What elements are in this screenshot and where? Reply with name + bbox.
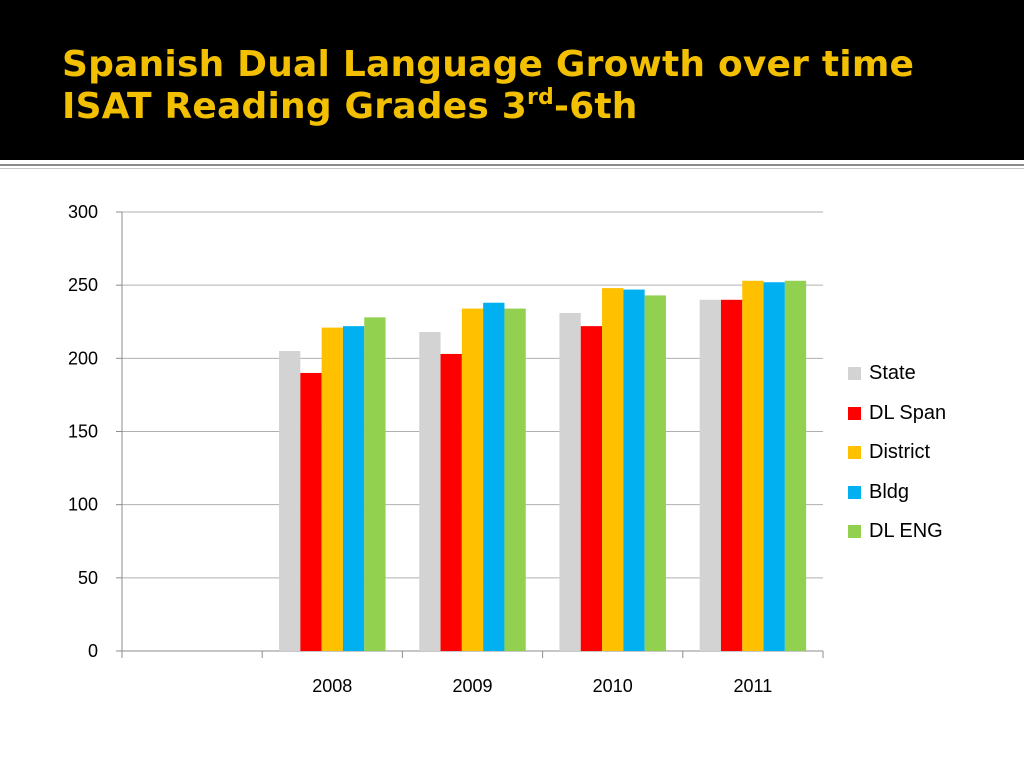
legend-label: DL Span bbox=[869, 401, 947, 424]
legend-label: DL ENG bbox=[869, 520, 943, 543]
bar-dl-span bbox=[440, 353, 462, 651]
legend-swatch bbox=[848, 446, 861, 460]
bar-district bbox=[602, 288, 624, 651]
x-tick-label: 2008 bbox=[312, 676, 352, 696]
title-line-2-suffix: -6th bbox=[553, 86, 638, 127]
bar-state bbox=[559, 312, 581, 651]
title-band: Spanish Dual Language Growth over time I… bbox=[0, 0, 1024, 160]
bar-district bbox=[461, 308, 484, 651]
y-tick-label: 0 bbox=[88, 641, 98, 661]
chart-legend: State DL Span District Bldg DL ENG bbox=[848, 354, 946, 552]
title-line-2-prefix: ISAT Reading Grades 3 bbox=[62, 86, 527, 127]
bar-district bbox=[742, 280, 764, 651]
legend-label: Bldg bbox=[869, 480, 910, 503]
bar-bldg bbox=[763, 282, 785, 651]
bar-dl-span bbox=[300, 372, 322, 651]
bar-bldg bbox=[483, 302, 505, 651]
x-tick-label: 2010 bbox=[593, 676, 633, 696]
bar-bldg bbox=[342, 326, 365, 651]
y-tick-label: 200 bbox=[68, 348, 98, 368]
y-tick-label: 50 bbox=[78, 568, 98, 588]
bar-dl-eng bbox=[784, 280, 807, 651]
title-line-1: Spanish Dual Language Growth over time bbox=[62, 44, 915, 85]
legend-swatch bbox=[848, 525, 861, 539]
x-tick-label: 2009 bbox=[452, 676, 492, 696]
legend-item: State bbox=[848, 354, 946, 394]
divider-line bbox=[0, 164, 1024, 166]
legend-item: DL Span bbox=[848, 394, 946, 434]
legend-swatch bbox=[848, 406, 861, 420]
bar-dl-eng bbox=[644, 295, 666, 651]
bar-dl-eng bbox=[364, 317, 386, 651]
legend-item: District bbox=[848, 433, 946, 473]
bar-dl-span bbox=[720, 299, 743, 651]
y-tick-label: 100 bbox=[68, 495, 98, 515]
legend-item: Bldg bbox=[848, 473, 946, 513]
legend-item: DL ENG bbox=[848, 512, 946, 552]
divider-line-secondary bbox=[0, 168, 1024, 169]
y-tick-label: 300 bbox=[68, 202, 98, 222]
slide-title: Spanish Dual Language Growth over time I… bbox=[62, 44, 914, 128]
y-tick-label: 250 bbox=[68, 275, 98, 295]
legend-swatch bbox=[848, 367, 861, 381]
bar-state bbox=[699, 299, 721, 651]
legend-label: State bbox=[869, 362, 916, 385]
legend-label: District bbox=[869, 441, 931, 464]
bar-dl-eng bbox=[504, 308, 526, 651]
x-tick-label: 2011 bbox=[734, 676, 773, 696]
bar-district bbox=[321, 327, 343, 651]
title-line-2: ISAT Reading Grades 3rd-6th bbox=[62, 86, 914, 128]
bar-state bbox=[419, 331, 441, 651]
bar-bldg bbox=[623, 289, 645, 651]
bar-dl-span bbox=[580, 326, 603, 651]
y-tick-label: 150 bbox=[68, 422, 98, 442]
legend-swatch bbox=[848, 485, 861, 499]
bar-state bbox=[279, 351, 301, 651]
title-line-2-superscript: rd bbox=[526, 85, 554, 110]
